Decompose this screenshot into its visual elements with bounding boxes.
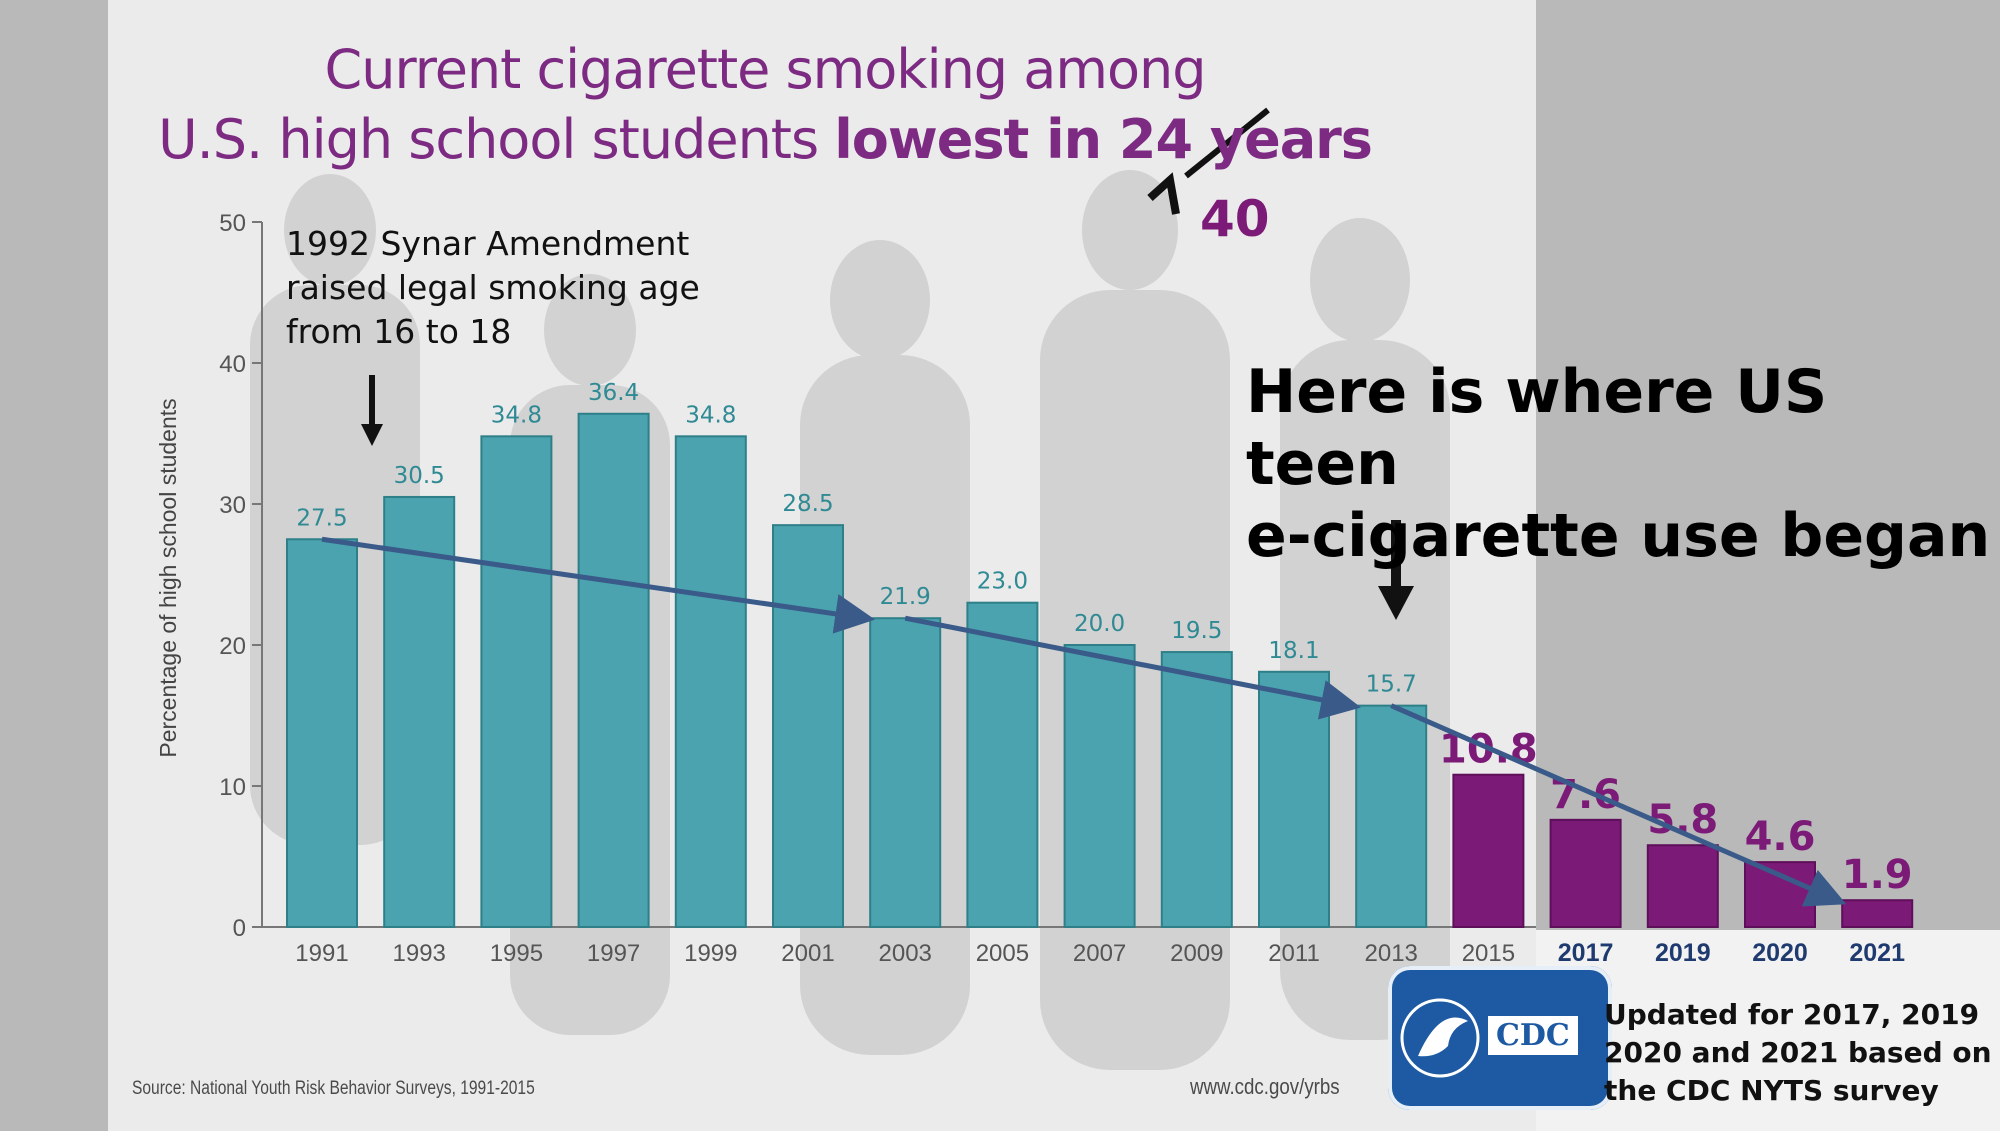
bar-2015 [1452, 773, 1525, 928]
title-strike-mark [1184, 107, 1270, 179]
bar-1993 [383, 495, 456, 928]
x-tick-label-2017: 2017 [1558, 939, 1614, 967]
data-label-2003: 21.9 [880, 584, 931, 610]
bottom-right-panel [1536, 930, 2000, 1131]
title-correction: 40 [1200, 190, 1270, 248]
bar-2020 [1744, 861, 1816, 929]
data-label-2009: 19.5 [1171, 618, 1222, 644]
cdc-logo-text: CDC [1488, 1016, 1578, 1055]
update-note: Updated for 2017, 2019 2020 and 2021 bas… [1604, 998, 1992, 1107]
x-tick-label-2003: 2003 [879, 940, 932, 967]
bar-2009 [1160, 651, 1233, 928]
y-tick-label: 20 [219, 633, 246, 660]
x-tick-label-2020: 2020 [1752, 939, 1808, 967]
bar-1997 [577, 412, 650, 928]
data-label-2011: 18.1 [1268, 638, 1319, 664]
data-label-2007: 20.0 [1074, 611, 1125, 637]
data-label-2013: 15.7 [1366, 672, 1417, 698]
ecig-annotation: Here is where US teen e-cigarette use be… [1246, 357, 1991, 571]
x-tick-label-1991: 1991 [295, 940, 348, 967]
bar-2005 [966, 601, 1039, 928]
title-line-2-regular: U.S. high school students [158, 108, 835, 171]
y-tick-label: 10 [219, 774, 246, 801]
trend-arrow-1991-2003 [321, 536, 876, 634]
x-tick-label-1999: 1999 [684, 940, 737, 967]
trend-arrow-2003-2013 [904, 615, 1362, 720]
x-tick-label-1995: 1995 [490, 940, 543, 967]
data-label-1991: 27.5 [296, 505, 347, 531]
title-line-2-bold-a: lowest in [834, 108, 1119, 171]
data-label-2005: 23.0 [977, 569, 1028, 595]
x-tick-label-2019: 2019 [1655, 939, 1711, 967]
x-tick-label-1997: 1997 [587, 940, 640, 967]
bar-2007 [1063, 644, 1136, 928]
y-axis-label: Percentage of high school students [155, 398, 181, 757]
bar-2011 [1258, 670, 1330, 928]
title-line-1: Current cigarette smoking among [324, 38, 1207, 101]
data-label-1997: 36.4 [588, 380, 639, 406]
cdc-logo: CDC [1388, 966, 1612, 1110]
x-tick-label-2015: 2015 [1462, 940, 1515, 967]
data-label-2020: 4.6 [1745, 814, 1816, 860]
x-tick-label-2001: 2001 [781, 940, 834, 967]
trend-arrow-2013-2021 [1390, 703, 1847, 907]
y-tick-label: 30 [219, 492, 246, 519]
data-label-1993: 30.5 [394, 463, 445, 489]
synar-annotation: 1992 Synar Amendment raised legal smokin… [286, 224, 700, 351]
right-gray-panel [1536, 0, 2000, 930]
x-tick-label-2007: 2007 [1073, 940, 1126, 967]
x-tick-label-2013: 2013 [1365, 940, 1418, 967]
y-tick-label: 0 [233, 915, 246, 942]
ecig-arrow [1378, 520, 1414, 620]
data-label-2021: 1.9 [1842, 852, 1913, 898]
x-tick-label-2011: 2011 [1268, 940, 1320, 967]
bar-2017 [1549, 818, 1622, 929]
x-tick-label-2005: 2005 [976, 940, 1029, 967]
synar-arrow [361, 375, 383, 446]
bar-2013 [1355, 704, 1428, 928]
title-line-2: U.S. high school students lowest in 24 y… [0, 108, 1530, 171]
hhs-eagle-icon [1400, 998, 1480, 1078]
title-struck-number: 24 [1118, 108, 1193, 171]
bar-2003 [869, 617, 942, 929]
bar-2021 [1841, 899, 1914, 929]
correction-caret [1147, 172, 1180, 215]
bar-2019 [1646, 844, 1719, 928]
title-line-2-bold-b: years [1192, 108, 1373, 171]
data-label-1999: 34.8 [685, 402, 736, 428]
y-tick-label: 40 [219, 351, 246, 378]
x-tick-label-1993: 1993 [393, 940, 446, 967]
bar-1999 [674, 435, 747, 928]
bar-2001 [772, 524, 844, 929]
source-url[interactable]: www.cdc.gov/yrbs [1190, 1074, 1340, 1099]
data-label-2001: 28.5 [782, 491, 833, 517]
x-tick-label-2021: 2021 [1849, 939, 1905, 967]
data-label-1995: 34.8 [491, 402, 542, 428]
bar-1991 [286, 538, 358, 928]
x-tick-label-2009: 2009 [1170, 940, 1223, 967]
source-note: Source: National Youth Risk Behavior Sur… [132, 1078, 535, 1099]
y-tick-label: 50 [219, 210, 246, 237]
bar-1995 [480, 435, 553, 928]
